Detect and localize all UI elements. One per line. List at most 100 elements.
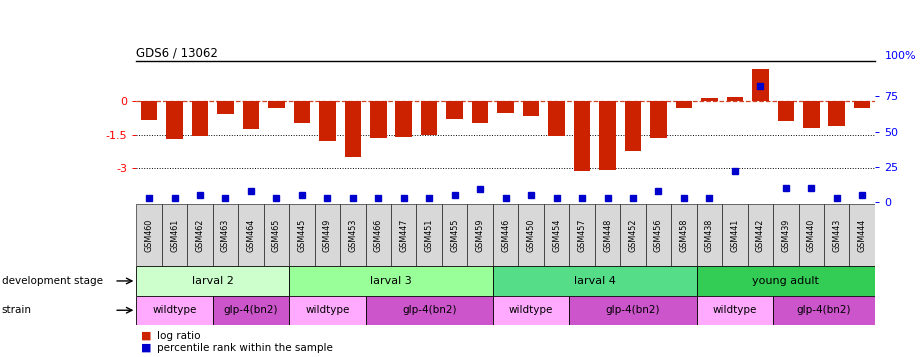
- FancyBboxPatch shape: [263, 204, 289, 266]
- FancyBboxPatch shape: [239, 204, 263, 266]
- FancyBboxPatch shape: [646, 204, 671, 266]
- Bar: [141, 101, 157, 120]
- FancyBboxPatch shape: [340, 204, 366, 266]
- FancyBboxPatch shape: [595, 204, 620, 266]
- Text: GSM456: GSM456: [654, 218, 663, 252]
- Text: GSM444: GSM444: [857, 218, 867, 252]
- Text: glp-4(bn2): glp-4(bn2): [224, 305, 278, 315]
- Bar: [497, 101, 514, 112]
- FancyBboxPatch shape: [696, 266, 875, 296]
- Text: GSM457: GSM457: [577, 218, 587, 252]
- Text: GSM449: GSM449: [323, 218, 332, 252]
- Text: GSM439: GSM439: [781, 218, 790, 252]
- Bar: [676, 101, 693, 108]
- Bar: [523, 101, 540, 116]
- Bar: [472, 101, 488, 122]
- Text: larval 3: larval 3: [370, 276, 412, 286]
- FancyBboxPatch shape: [289, 204, 315, 266]
- Bar: [600, 101, 616, 170]
- Text: GSM461: GSM461: [170, 218, 179, 252]
- Text: ■: ■: [141, 331, 151, 341]
- FancyBboxPatch shape: [722, 204, 748, 266]
- FancyBboxPatch shape: [289, 296, 366, 325]
- Text: wildtype: wildtype: [509, 305, 554, 315]
- FancyBboxPatch shape: [136, 296, 213, 325]
- Text: GSM458: GSM458: [680, 218, 688, 252]
- FancyBboxPatch shape: [671, 204, 696, 266]
- FancyBboxPatch shape: [187, 204, 213, 266]
- FancyBboxPatch shape: [366, 296, 493, 325]
- FancyBboxPatch shape: [366, 204, 391, 266]
- Text: strain: strain: [2, 305, 32, 315]
- FancyBboxPatch shape: [213, 296, 289, 325]
- FancyBboxPatch shape: [315, 204, 340, 266]
- Bar: [268, 101, 285, 108]
- Bar: [370, 101, 387, 138]
- Bar: [829, 101, 845, 126]
- FancyBboxPatch shape: [493, 296, 569, 325]
- FancyBboxPatch shape: [468, 204, 493, 266]
- FancyBboxPatch shape: [773, 296, 875, 325]
- Text: 100%: 100%: [884, 51, 916, 61]
- FancyBboxPatch shape: [493, 204, 519, 266]
- Bar: [854, 101, 870, 108]
- Bar: [777, 101, 794, 121]
- Text: GSM440: GSM440: [807, 218, 816, 252]
- Text: wildtype: wildtype: [305, 305, 350, 315]
- FancyBboxPatch shape: [569, 204, 595, 266]
- Bar: [192, 101, 208, 136]
- Text: wildtype: wildtype: [152, 305, 197, 315]
- FancyBboxPatch shape: [696, 296, 773, 325]
- FancyBboxPatch shape: [849, 204, 875, 266]
- Text: GSM466: GSM466: [374, 218, 383, 252]
- Text: GSM438: GSM438: [705, 218, 714, 252]
- Text: GSM455: GSM455: [450, 218, 460, 252]
- Text: GSM459: GSM459: [475, 218, 484, 252]
- Bar: [803, 101, 820, 128]
- Text: larval 4: larval 4: [574, 276, 616, 286]
- Bar: [242, 101, 259, 129]
- Text: percentile rank within the sample: percentile rank within the sample: [157, 343, 333, 353]
- FancyBboxPatch shape: [213, 204, 239, 266]
- Text: GSM464: GSM464: [247, 218, 255, 252]
- Text: GSM442: GSM442: [756, 218, 764, 252]
- FancyBboxPatch shape: [136, 266, 289, 296]
- FancyBboxPatch shape: [136, 204, 162, 266]
- FancyBboxPatch shape: [696, 204, 722, 266]
- FancyBboxPatch shape: [824, 204, 849, 266]
- FancyBboxPatch shape: [493, 266, 696, 296]
- Bar: [574, 101, 590, 171]
- Bar: [344, 101, 361, 157]
- Bar: [650, 101, 667, 138]
- Text: GSM454: GSM454: [552, 218, 561, 252]
- FancyBboxPatch shape: [442, 204, 468, 266]
- Text: ■: ■: [141, 343, 151, 353]
- Text: larval 2: larval 2: [192, 276, 234, 286]
- Text: glp-4(bn2): glp-4(bn2): [606, 305, 660, 315]
- Bar: [447, 101, 463, 119]
- Text: development stage: development stage: [2, 276, 103, 286]
- Bar: [548, 101, 565, 136]
- Bar: [166, 101, 182, 139]
- Text: GSM445: GSM445: [297, 218, 307, 252]
- Text: GSM450: GSM450: [527, 218, 536, 252]
- FancyBboxPatch shape: [773, 204, 799, 266]
- FancyBboxPatch shape: [569, 296, 696, 325]
- FancyBboxPatch shape: [519, 204, 543, 266]
- FancyBboxPatch shape: [799, 204, 824, 266]
- Text: GSM447: GSM447: [399, 218, 408, 252]
- Text: GSM443: GSM443: [833, 218, 841, 252]
- Bar: [294, 101, 310, 122]
- Text: GSM460: GSM460: [145, 218, 154, 252]
- FancyBboxPatch shape: [391, 204, 416, 266]
- Text: young adult: young adult: [752, 276, 820, 286]
- FancyBboxPatch shape: [543, 204, 569, 266]
- Bar: [395, 101, 412, 137]
- FancyBboxPatch shape: [620, 204, 646, 266]
- Text: GSM452: GSM452: [628, 218, 637, 252]
- Text: GDS6 / 13062: GDS6 / 13062: [136, 46, 218, 59]
- Text: GSM451: GSM451: [425, 218, 434, 252]
- FancyBboxPatch shape: [289, 266, 493, 296]
- Text: GSM441: GSM441: [730, 218, 740, 252]
- Text: GSM465: GSM465: [272, 218, 281, 252]
